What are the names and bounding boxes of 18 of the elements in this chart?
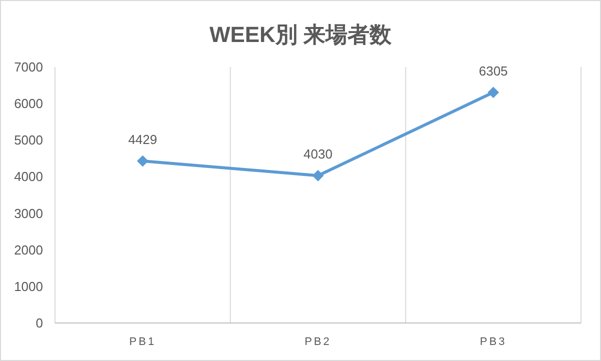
x-tick-label: PB2 bbox=[304, 336, 332, 348]
y-tick-label: 0 bbox=[36, 316, 43, 330]
y-tick-label: 3000 bbox=[14, 206, 43, 221]
y-tick-label: 7000 bbox=[14, 60, 43, 74]
x-tick-label: PB1 bbox=[129, 336, 156, 348]
y-tick-label: 2000 bbox=[14, 242, 43, 258]
x-tick-label: PB3 bbox=[480, 336, 507, 348]
data-label: 6305 bbox=[478, 63, 508, 78]
point bbox=[488, 86, 499, 98]
point bbox=[137, 156, 148, 167]
y-tick-label: 5000 bbox=[14, 132, 43, 148]
y-tick-label: 1000 bbox=[14, 278, 43, 294]
title: WEEK別 来場者数 bbox=[209, 22, 392, 47]
data-label: 4429 bbox=[128, 132, 158, 148]
data-label: 4030 bbox=[304, 146, 332, 162]
y-tick-label: 4000 bbox=[14, 169, 43, 184]
y-tick-label: 6000 bbox=[14, 96, 43, 112]
point bbox=[312, 170, 324, 182]
